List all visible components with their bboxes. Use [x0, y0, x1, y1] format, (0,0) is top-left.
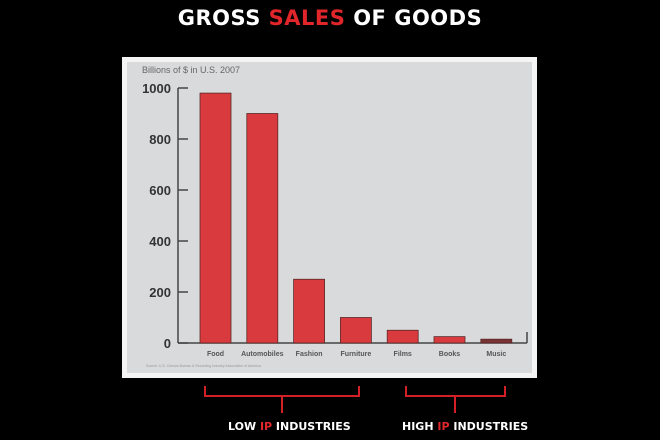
slide-title: GROSS SALES OF GOODS — [177, 6, 483, 30]
y-tick-label: 200 — [149, 285, 171, 300]
y-tick-label: 1000 — [142, 81, 171, 96]
x-tick-label: Furniture — [341, 351, 372, 358]
x-tick-label: Automobiles — [241, 351, 283, 358]
x-tick-label: Books — [439, 351, 461, 358]
bar-books — [433, 336, 466, 344]
x-tick-label: Fashion — [296, 351, 323, 358]
y-axis-label: Billions of $ in U.S. 2007 — [142, 65, 240, 75]
bar-furniture — [339, 317, 372, 344]
chart-panel — [127, 62, 532, 373]
source-note: Source: U.S. Census Bureau & Recording I… — [146, 364, 261, 368]
bar-food — [199, 92, 232, 344]
y-tick-label: 800 — [149, 132, 171, 147]
x-tick-label: Films — [394, 351, 412, 358]
high-ip-label: HIGH IP INDUSTRIES — [402, 420, 529, 433]
y-tick-label: 600 — [149, 183, 171, 198]
bar-fashion — [293, 278, 326, 344]
y-tick-label: 400 — [149, 234, 171, 249]
low-ip-label: LOW IP INDUSTRIES — [228, 420, 351, 433]
high-ip-bracket — [405, 386, 506, 413]
x-tick-label: Music — [486, 351, 506, 358]
y-tick-label: 0 — [164, 336, 171, 351]
bar-music — [480, 338, 513, 344]
bar-automobiles — [246, 113, 279, 344]
low-ip-bracket — [204, 386, 360, 413]
x-tick-label: Food — [207, 351, 224, 358]
bar-films — [386, 329, 419, 344]
